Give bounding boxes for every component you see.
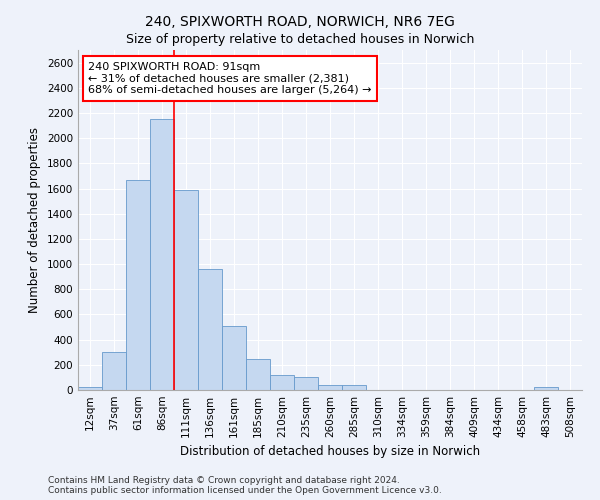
Y-axis label: Number of detached properties: Number of detached properties [28, 127, 41, 313]
Bar [102, 352, 126, 390]
Bar [294, 378, 318, 390]
Bar [318, 385, 342, 390]
Text: Size of property relative to detached houses in Norwich: Size of property relative to detached ho… [126, 32, 474, 46]
Bar [246, 358, 270, 390]
Text: 240 SPIXWORTH ROAD: 91sqm
← 31% of detached houses are smaller (2,381)
68% of se: 240 SPIXWORTH ROAD: 91sqm ← 31% of detac… [88, 62, 371, 95]
Bar [126, 180, 150, 390]
Bar [174, 190, 198, 390]
Bar [270, 375, 294, 390]
Text: 240, SPIXWORTH ROAD, NORWICH, NR6 7EG: 240, SPIXWORTH ROAD, NORWICH, NR6 7EG [145, 15, 455, 29]
Bar [198, 269, 222, 390]
X-axis label: Distribution of detached houses by size in Norwich: Distribution of detached houses by size … [180, 446, 480, 458]
Bar [222, 326, 246, 390]
Text: Contains HM Land Registry data © Crown copyright and database right 2024.
Contai: Contains HM Land Registry data © Crown c… [48, 476, 442, 495]
Bar [78, 387, 102, 390]
Bar [534, 387, 558, 390]
Bar [342, 385, 366, 390]
Bar [150, 120, 174, 390]
